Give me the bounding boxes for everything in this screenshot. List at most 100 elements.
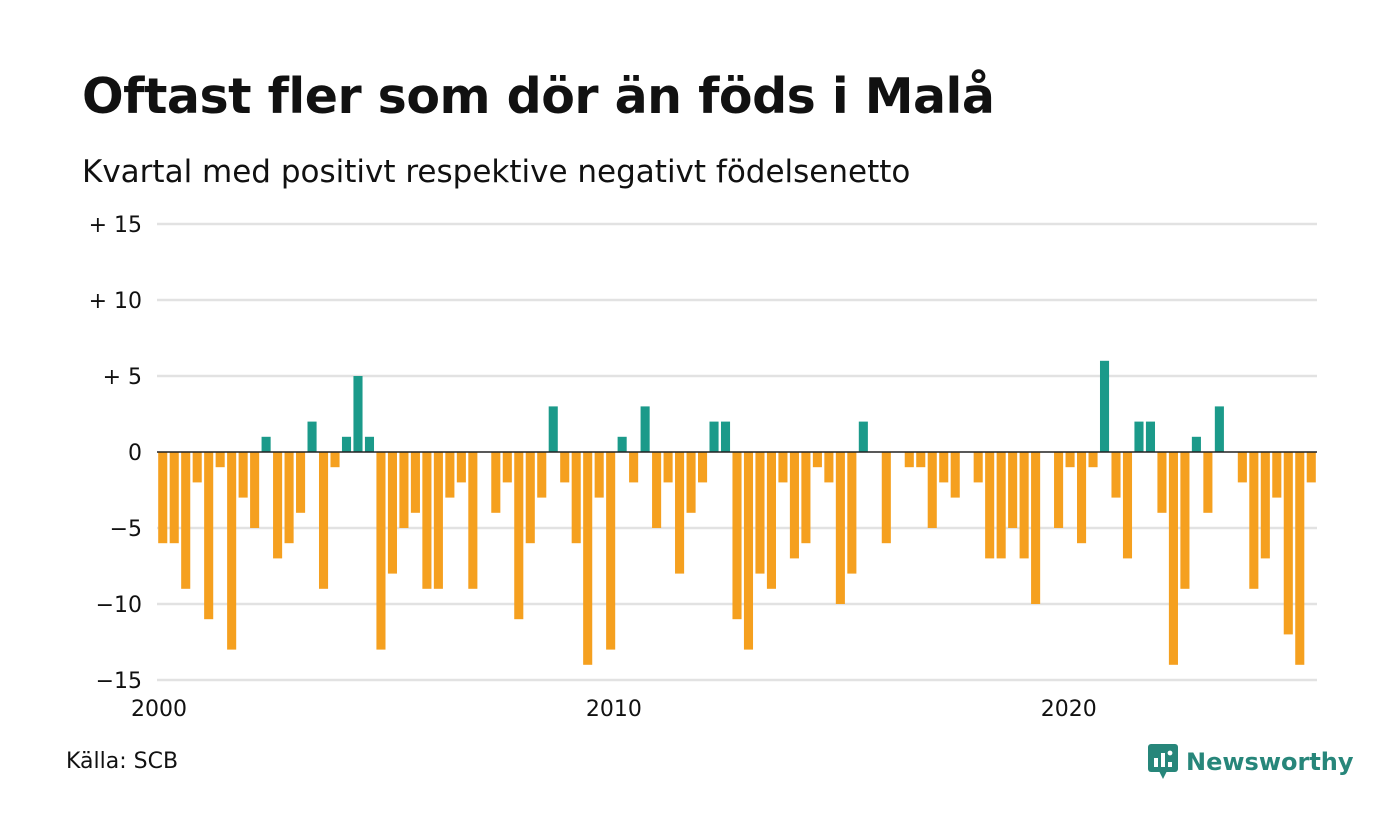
- bar: [916, 452, 926, 468]
- bar: [617, 436, 627, 452]
- bar: [330, 452, 340, 468]
- bar: [1191, 436, 1201, 452]
- bar: [560, 452, 570, 483]
- bar: [640, 406, 650, 452]
- x-tick-label: 2000: [131, 697, 187, 722]
- bar: [1157, 452, 1167, 513]
- bar: [238, 452, 248, 498]
- bar: [204, 452, 214, 620]
- bar: [1237, 452, 1247, 483]
- x-tick-label: 2020: [1041, 697, 1097, 722]
- bar: [571, 452, 581, 544]
- bar: [284, 452, 294, 544]
- bar: [514, 452, 524, 620]
- bar: [812, 452, 822, 468]
- bar: [296, 452, 306, 513]
- bar: [307, 421, 317, 452]
- bar: [1065, 452, 1075, 468]
- chart-title: Oftast fler som dör än föds i Malå: [82, 68, 995, 125]
- bar: [732, 452, 742, 620]
- bar: [835, 452, 845, 604]
- bar: [548, 406, 558, 452]
- bar: [743, 452, 754, 650]
- bar: [1077, 452, 1087, 544]
- bar: [629, 452, 639, 483]
- bar: [192, 452, 202, 483]
- y-tick-label: −10: [96, 593, 142, 618]
- bar: [250, 452, 260, 528]
- y-tick-label: + 10: [89, 289, 142, 314]
- bar: [801, 452, 811, 544]
- bar: [594, 452, 604, 498]
- bar: [1088, 452, 1098, 468]
- bar: [996, 452, 1006, 559]
- bar: [939, 452, 949, 483]
- bar: [215, 452, 225, 468]
- bar: [341, 436, 352, 452]
- bar: [1134, 421, 1144, 452]
- bar: [904, 452, 914, 468]
- bar: [468, 452, 478, 589]
- bar: [525, 452, 535, 544]
- bar: [158, 452, 168, 544]
- chart-subtitle: Kvartal med positivt respektive negativt…: [82, 154, 911, 190]
- bar: [698, 452, 708, 483]
- bar: [985, 452, 995, 559]
- bar: [273, 452, 283, 559]
- bar: [502, 452, 512, 483]
- bar: [1145, 421, 1156, 452]
- bar: [1295, 452, 1305, 665]
- bar: [1306, 452, 1316, 483]
- bar: [1203, 452, 1213, 513]
- bar: [364, 436, 375, 452]
- bar: [789, 452, 799, 559]
- source-note: Källa: SCB: [66, 749, 179, 774]
- bar: [376, 452, 386, 650]
- bar: [881, 452, 891, 544]
- bar: [1249, 452, 1259, 589]
- bar: [755, 452, 765, 574]
- bar: [1054, 452, 1064, 528]
- bar: [318, 452, 329, 589]
- bar: [399, 452, 409, 528]
- bar: [766, 452, 776, 589]
- bar: [1180, 452, 1190, 589]
- bar: [1122, 452, 1133, 559]
- bar: [445, 452, 455, 498]
- bar: [1019, 452, 1029, 559]
- bar: [387, 452, 397, 574]
- y-tick-label: −5: [110, 517, 142, 542]
- y-tick-label: 0: [128, 441, 142, 466]
- x-tick-label: 2010: [586, 697, 642, 722]
- brand-name: Newsworthy: [1186, 748, 1354, 776]
- bar: [824, 452, 834, 483]
- bar: [227, 452, 237, 650]
- bar: [1272, 452, 1282, 498]
- bar: [686, 452, 696, 513]
- bar: [410, 452, 420, 513]
- bar: [1031, 452, 1041, 604]
- bar: [261, 436, 271, 452]
- chart-speech-bubble-icon: [1148, 744, 1178, 779]
- bar: [1260, 452, 1270, 559]
- bar: [1168, 452, 1178, 665]
- bar: [927, 452, 937, 528]
- bar: [537, 452, 547, 498]
- bar: [433, 452, 443, 589]
- y-tick-label: −15: [96, 669, 142, 694]
- bar: [1008, 452, 1018, 528]
- bar: [422, 452, 432, 589]
- bar: [709, 421, 719, 452]
- bar: [1214, 406, 1224, 452]
- bar: [456, 452, 466, 483]
- bar: [1099, 360, 1110, 452]
- brand-logo[interactable]: Newsworthy: [1148, 742, 1354, 782]
- bar: [606, 452, 616, 650]
- bar: [181, 452, 191, 589]
- bar: [1283, 452, 1293, 635]
- bar: [720, 421, 731, 452]
- bar: [950, 452, 960, 498]
- bar: [663, 452, 673, 483]
- bar: [675, 452, 685, 574]
